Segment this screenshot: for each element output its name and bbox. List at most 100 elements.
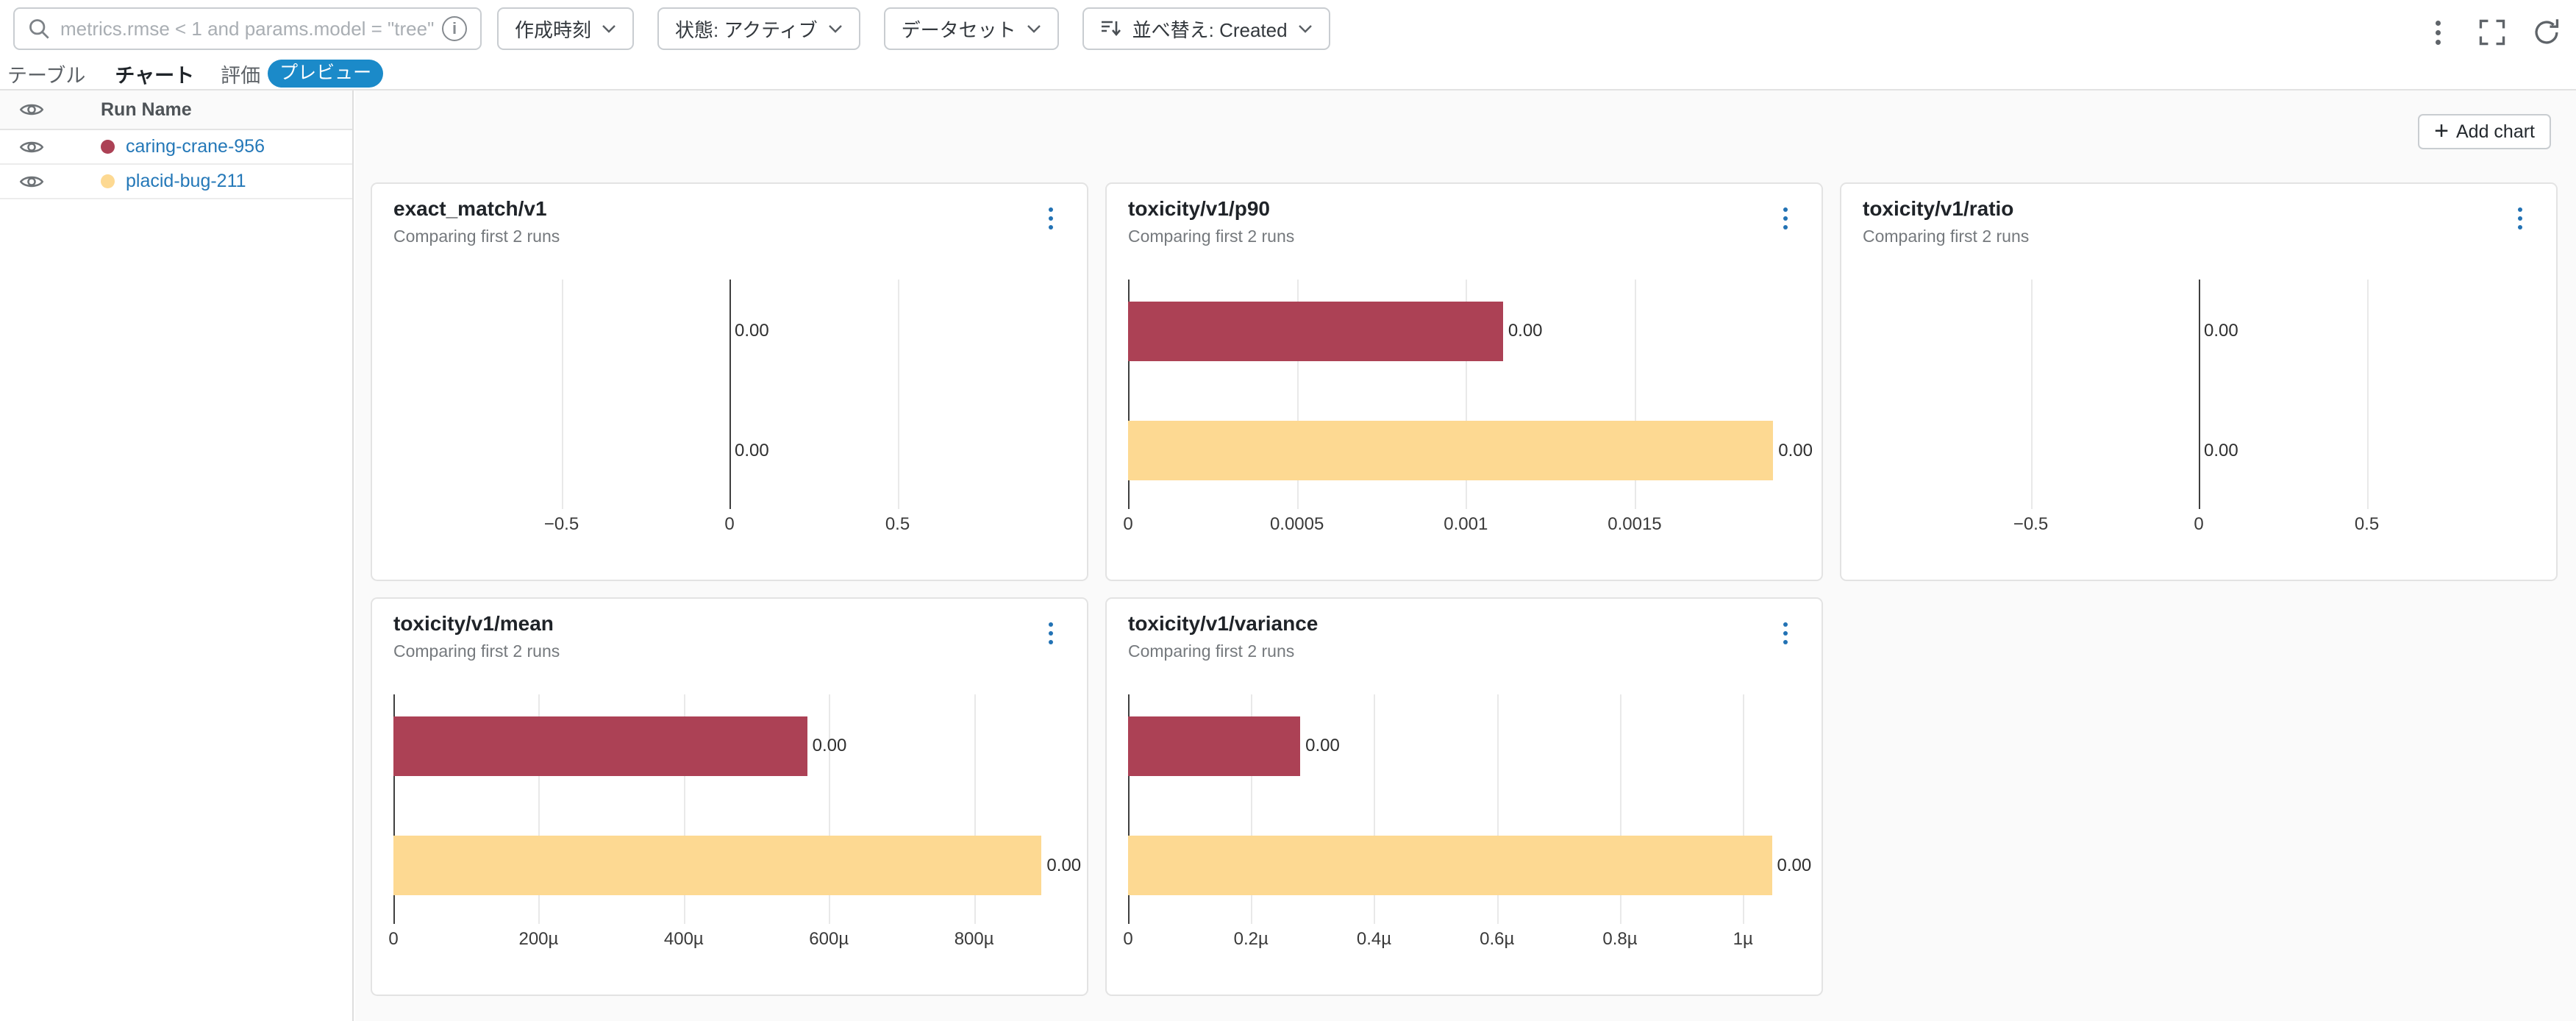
chart-card: toxicity/v1/mean Comparing first 2 runs 0.… — [371, 597, 1088, 996]
bar-value-label: 0.00 — [812, 735, 847, 755]
bar-value-label: 0.00 — [1777, 855, 1812, 876]
chart-plot: 0.00 0.00 — [393, 694, 1081, 924]
gridline — [974, 694, 976, 924]
gridline — [829, 694, 831, 924]
chart-subtitle: Comparing first 2 runs — [393, 227, 560, 246]
eye-icon[interactable] — [19, 173, 44, 191]
x-tick-label: 200µ — [518, 929, 559, 949]
gridline — [1634, 280, 1636, 509]
chevron-down-icon — [602, 24, 616, 33]
filter-state-label: 状態: アクティブ — [675, 18, 818, 41]
chart-plot: 0.00 0.00 — [1128, 694, 1811, 924]
x-tick-label: 0.0015 — [1608, 514, 1662, 534]
chart-card: toxicity/v1/variance Comparing first 2 ru… — [1105, 597, 1823, 996]
chart-menu-kebab-icon[interactable] — [1780, 204, 1791, 232]
filter-dataset-label: データセット — [901, 18, 1016, 41]
gridline — [1496, 694, 1499, 924]
bar-caring-crane-956 — [1128, 301, 1503, 362]
x-tick-label: 0 — [2194, 514, 2204, 534]
eye-icon[interactable] — [19, 138, 44, 156]
chart-menu-kebab-icon[interactable] — [1046, 619, 1056, 647]
bar-value-label: 0.00 — [1508, 320, 1543, 341]
run-name-link[interactable]: caring-crane-956 — [126, 136, 265, 157]
tab-table[interactable]: テーブル — [7, 64, 86, 87]
chart-menu-kebab-icon[interactable] — [1046, 204, 1056, 232]
search-input[interactable] — [60, 17, 442, 40]
sort-label: 並べ替え: Created — [1132, 18, 1288, 41]
bar-placid-bug-211 — [1128, 835, 1772, 895]
x-tick-label: −0.5 — [2013, 514, 2049, 534]
x-axis-ticks: 0 0.0005 0.001 0.0015 — [1123, 513, 1800, 536]
filter-dataset-button[interactable]: データセット — [883, 7, 1059, 50]
run-color-dot — [101, 140, 115, 154]
add-chart-label: Add chart — [2455, 121, 2535, 142]
overflow-menu-kebab-icon[interactable] — [2422, 16, 2454, 49]
eye-icon[interactable] — [19, 101, 44, 118]
sort-button[interactable]: 並べ替え: Created — [1082, 7, 1330, 50]
chevron-down-icon — [1027, 24, 1041, 33]
chart-menu-kebab-icon[interactable] — [1780, 619, 1791, 647]
zero-line — [1128, 694, 1130, 924]
x-tick-label: 0 — [388, 929, 399, 949]
chart-plot: 0.00 0.00 — [1863, 280, 2535, 509]
chart-subtitle: Comparing first 2 runs — [1128, 227, 1295, 246]
search-box[interactable]: i — [13, 7, 482, 50]
x-tick-label: 0.2µ — [1233, 929, 1269, 949]
x-tick-label: 400µ — [663, 929, 704, 949]
toolbar-actions — [2422, 16, 2563, 49]
run-name-column-header: Run Name — [101, 99, 192, 120]
info-icon[interactable]: i — [442, 16, 467, 41]
bar-caring-crane-956 — [393, 716, 807, 777]
bar-placid-bug-211 — [393, 835, 1042, 895]
chart-subtitle: Comparing first 2 runs — [1128, 641, 1295, 661]
charts-grid: exact_match/v1 Comparing first 2 runs 0.00… — [371, 182, 2575, 996]
chart-plot: 0.00 0.00 — [393, 280, 1066, 509]
chart-card: toxicity/v1/p90 Comparing first 2 runs 0.0… — [1105, 182, 1823, 581]
tab-evaluate[interactable]: 評価 — [221, 64, 261, 87]
run-list-header: Run Name — [0, 90, 352, 130]
chart-plot: 0.00 0.00 — [1128, 280, 1813, 509]
x-tick-label: 0 — [1123, 514, 1133, 534]
chart-title: toxicity/v1/ratio — [1863, 197, 2014, 220]
bar-value-label: 0.00 — [735, 320, 769, 341]
chart-menu-kebab-icon[interactable] — [2515, 204, 2525, 232]
refresh-icon[interactable] — [2530, 16, 2563, 49]
run-row: placid-bug-211 — [0, 165, 352, 199]
chart-title: exact_match/v1 — [393, 197, 547, 220]
filter-created-button[interactable]: 作成時刻 — [497, 7, 635, 50]
run-list-panel: Run Name caring-crane-956 placid-bug-211 — [0, 90, 354, 1021]
x-tick-label: 1µ — [1733, 929, 1753, 949]
bar-value-label: 0.00 — [735, 441, 769, 461]
bar-value-label: 0.00 — [1305, 735, 1340, 755]
chart-card: exact_match/v1 Comparing first 2 runs 0.00… — [371, 182, 1088, 581]
bar-value-label: 0.00 — [2204, 320, 2238, 341]
x-tick-label: 0.001 — [1444, 514, 1488, 534]
gridline — [2030, 280, 2033, 509]
tab-chart[interactable]: チャート — [115, 60, 194, 96]
bar-value-label: 0.00 — [2204, 441, 2238, 461]
search-icon — [28, 18, 50, 40]
gridline — [1374, 694, 1376, 924]
filter-created-label: 作成時刻 — [515, 18, 592, 41]
chart-subtitle: Comparing first 2 runs — [1863, 227, 2030, 246]
gridline — [538, 694, 540, 924]
fullscreen-icon[interactable] — [2476, 16, 2508, 49]
zero-line — [2199, 280, 2200, 509]
view-tabs: テーブル チャート 評価 プレビュー — [7, 60, 384, 96]
zero-line — [1128, 280, 1130, 509]
x-tick-label: 800µ — [954, 929, 994, 949]
chart-card: toxicity/v1/ratio Comparing first 2 runs 0… — [1840, 182, 2558, 581]
x-tick-label: −0.5 — [543, 514, 579, 534]
filter-state-button[interactable]: 状態: アクティブ — [657, 7, 860, 50]
gridline — [1743, 694, 1745, 924]
bar-caring-crane-956 — [1128, 716, 1301, 777]
add-chart-button[interactable]: + Add chart — [2418, 114, 2551, 149]
gridline — [1619, 694, 1621, 924]
charts-area: + Add chart exact_match/v1 Comparing firs… — [355, 90, 2576, 1021]
run-name-link[interactable]: placid-bug-211 — [126, 171, 246, 191]
gridline — [1251, 694, 1253, 924]
filter-bar: 作成時刻 状態: アクティブ データセット — [497, 7, 1330, 50]
top-toolbar: i 作成時刻 状態: アクティブ データセット — [0, 0, 2576, 96]
x-tick-label: 0 — [1123, 929, 1133, 949]
gridline — [683, 694, 685, 924]
